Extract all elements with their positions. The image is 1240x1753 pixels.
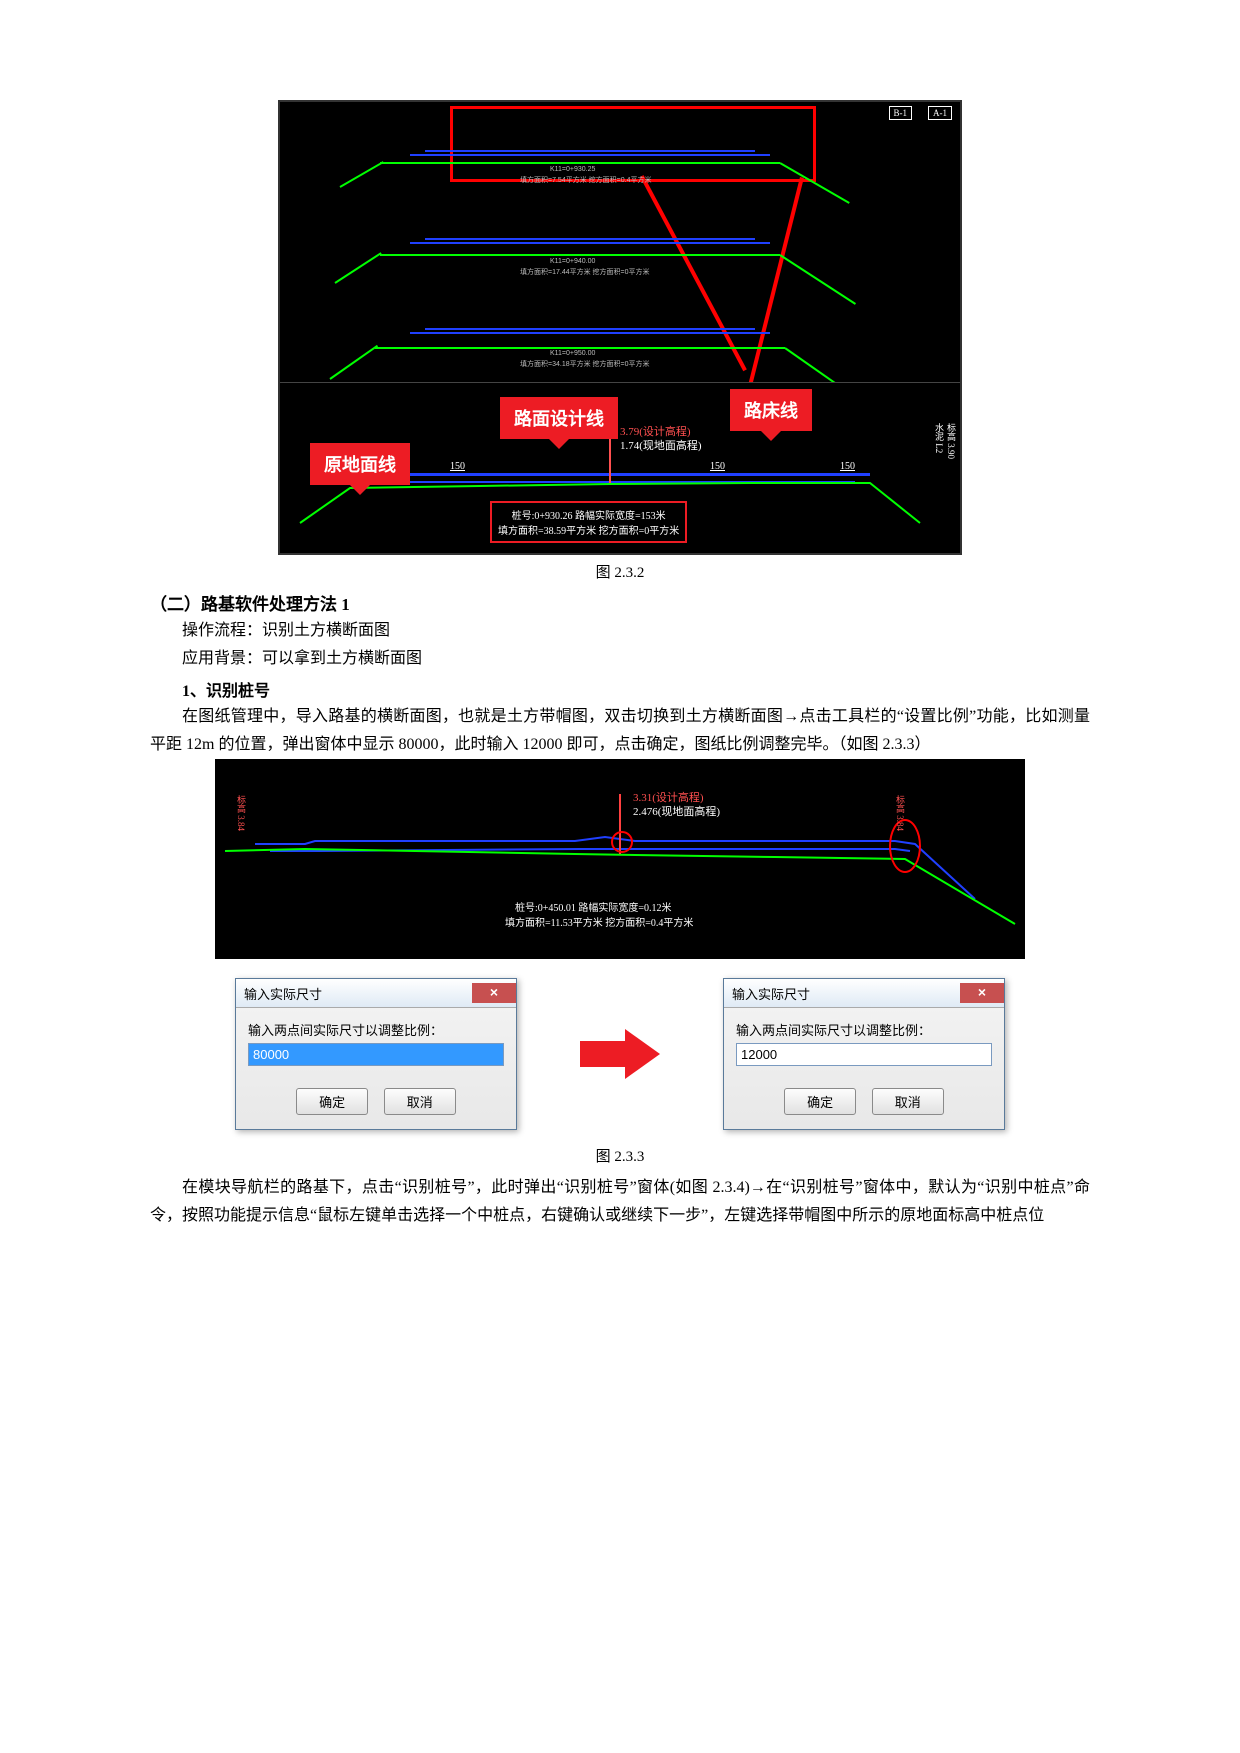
figure-233-caption: 图 2.3.3 [150, 1145, 1090, 1166]
dialog-titlebar: 输入实际尺寸 × [724, 979, 1004, 1008]
dialog-body: 输入两点间实际尺寸以调整比例： [724, 1008, 1004, 1078]
dialog-buttons: 确定 取消 [724, 1078, 1004, 1129]
figure-232-bottom: 3.79(设计高程) 1.74(现地面高程) 150 150 150 水泥 L2… [280, 382, 960, 553]
fig233-exist-text: 2.476(现地面高程) [633, 803, 720, 819]
dialog-body: 输入两点间实际尺寸以调整比例： [236, 1008, 516, 1078]
station-label: K11=0+930.25 [550, 166, 595, 173]
ground-slope [780, 162, 850, 204]
figure-232-caption: 图 2.3.2 [150, 561, 1090, 582]
ground-slope [334, 252, 381, 284]
right-vertical-label2: 标高 3.90 [945, 423, 958, 459]
ground-slope [340, 161, 384, 188]
ground-line [380, 254, 780, 256]
cancel-button[interactable]: 取消 [872, 1088, 944, 1115]
dialog-label: 输入两点间实际尺寸以调整比例： [736, 1020, 992, 1039]
dialog-buttons: 确定 取消 [236, 1078, 516, 1129]
ground-line [380, 162, 780, 164]
figure-232-top: A-1 B-1 K11=0+930.25 填方面积=7.54平方米 挖方面积=0… [280, 102, 960, 382]
scale-input-before[interactable] [248, 1043, 504, 1066]
highlight-circle-mid [611, 831, 633, 853]
fig233-info1: 桩号:0+450.01 路幅实际宽度=0.12米 [515, 899, 672, 914]
paragraph-after-fig233: 在模块导航栏的路基下，点击“识别桩号”，此时弹出“识别桩号”窗体(如图 2.3.… [150, 1174, 1090, 1230]
fig233-info2: 填方面积=11.53平方米 挖方面积=0.4平方米 [505, 914, 693, 929]
info-box-line2: 填方面积=38.59平方米 挖方面积=0平方米 [498, 522, 679, 537]
info-box-line1: 桩号:0+930.26 路幅实际宽度=153米 [498, 507, 679, 522]
dialog-title-text: 输入实际尺寸 [732, 984, 810, 1003]
cross-section-row: K11=0+940.00 填方面积=17.44平方米 挖方面积=0平方米 [280, 202, 960, 272]
dialog-titlebar: 输入实际尺寸 × [236, 979, 516, 1008]
close-icon[interactable]: × [960, 983, 1004, 1003]
dim-far-right: 150 [840, 461, 855, 472]
section-2-title: （二）路基软件处理方法 1 [150, 590, 1090, 615]
section-2-p2: 应用背景：可以拿到土方横断面图 [150, 645, 1090, 673]
figure-232: A-1 B-1 K11=0+930.25 填方面积=7.54平方米 挖方面积=0… [278, 100, 962, 555]
scale-dialog-after: 输入实际尺寸 × 输入两点间实际尺寸以调整比例： 确定 取消 [723, 978, 1005, 1130]
figure-233-wrap: 3.31(设计高程) 2.476(现地面高程) 标高 3.84 标高 3.84 … [150, 759, 1090, 1139]
transition-arrow-icon [580, 1029, 660, 1079]
callout-roadbed-line: 路床线 [730, 389, 812, 431]
roadbed-line [425, 238, 755, 240]
ok-button[interactable]: 确定 [784, 1088, 856, 1115]
roadbed-line [410, 332, 770, 334]
station-label: K11=0+950.00 [550, 350, 595, 357]
section-2-sub1-title: 1、识别桩号 [150, 677, 1090, 701]
ground-slope [784, 347, 863, 382]
area-label: 填方面积=17.44平方米 挖方面积=0平方米 [520, 267, 650, 277]
callout-ground-line: 原地面线 [310, 443, 410, 485]
dialog-label: 输入两点间实际尺寸以调整比例： [248, 1020, 504, 1039]
document-page: A-1 B-1 K11=0+930.25 填方面积=7.54平方米 挖方面积=0… [0, 0, 1240, 1330]
ground-slope [329, 345, 378, 380]
roadbed-line [410, 242, 770, 244]
roadbed-line [425, 150, 755, 152]
figure-233: 3.31(设计高程) 2.476(现地面高程) 标高 3.84 标高 3.84 … [215, 759, 1025, 1139]
scale-input-after[interactable] [736, 1043, 992, 1066]
callout-design-line: 路面设计线 [500, 397, 618, 439]
fig233-left-v: 标高 3.84 [235, 795, 248, 831]
station-label: K11=0+940.00 [550, 258, 595, 265]
section-2-p1: 操作流程：识别土方横断面图 [150, 617, 1090, 645]
ground-line [375, 347, 785, 349]
close-icon[interactable]: × [472, 983, 516, 1003]
area-label: 填方面积=7.54平方米 挖方面积=0.4平方米 [520, 175, 651, 185]
dim-right: 150 [710, 461, 725, 472]
cross-section-row: K11=0+950.00 填方面积=34.18平方米 挖方面积=0平方米 [280, 292, 960, 362]
dim-left: 150 [450, 461, 465, 472]
info-box: 桩号:0+930.26 路幅实际宽度=153米 填方面积=38.59平方米 挖方… [490, 501, 687, 543]
ok-button[interactable]: 确定 [296, 1088, 368, 1115]
area-label: 填方面积=34.18平方米 挖方面积=0平方米 [520, 359, 650, 369]
figure-233-top: 3.31(设计高程) 2.476(现地面高程) 标高 3.84 标高 3.84 … [215, 759, 1025, 959]
figure-232-wrap: A-1 B-1 K11=0+930.25 填方面积=7.54平方米 挖方面积=0… [150, 100, 1090, 555]
exist-elev-text: 1.74(现地面高程) [620, 437, 702, 453]
scale-dialog-before: 输入实际尺寸 × 输入两点间实际尺寸以调整比例： 确定 取消 [235, 978, 517, 1130]
cross-section-row: K11=0+930.25 填方面积=7.54平方米 挖方面积=0.4平方米 [280, 114, 960, 184]
figure-233-bottom: 输入实际尺寸 × 输入两点间实际尺寸以调整比例： 确定 取消 [215, 959, 1025, 1139]
fig233-right-v: 标高 3.84 [894, 795, 907, 831]
roadbed-line [425, 328, 755, 330]
section-2-sub1-body: 在图纸管理中，导入路基的横断面图，也就是土方带帽图，双击切换到土方横断面图→点击… [150, 703, 1090, 759]
dialog-title-text: 输入实际尺寸 [244, 984, 322, 1003]
roadbed-line [410, 154, 770, 156]
cancel-button[interactable]: 取消 [384, 1088, 456, 1115]
